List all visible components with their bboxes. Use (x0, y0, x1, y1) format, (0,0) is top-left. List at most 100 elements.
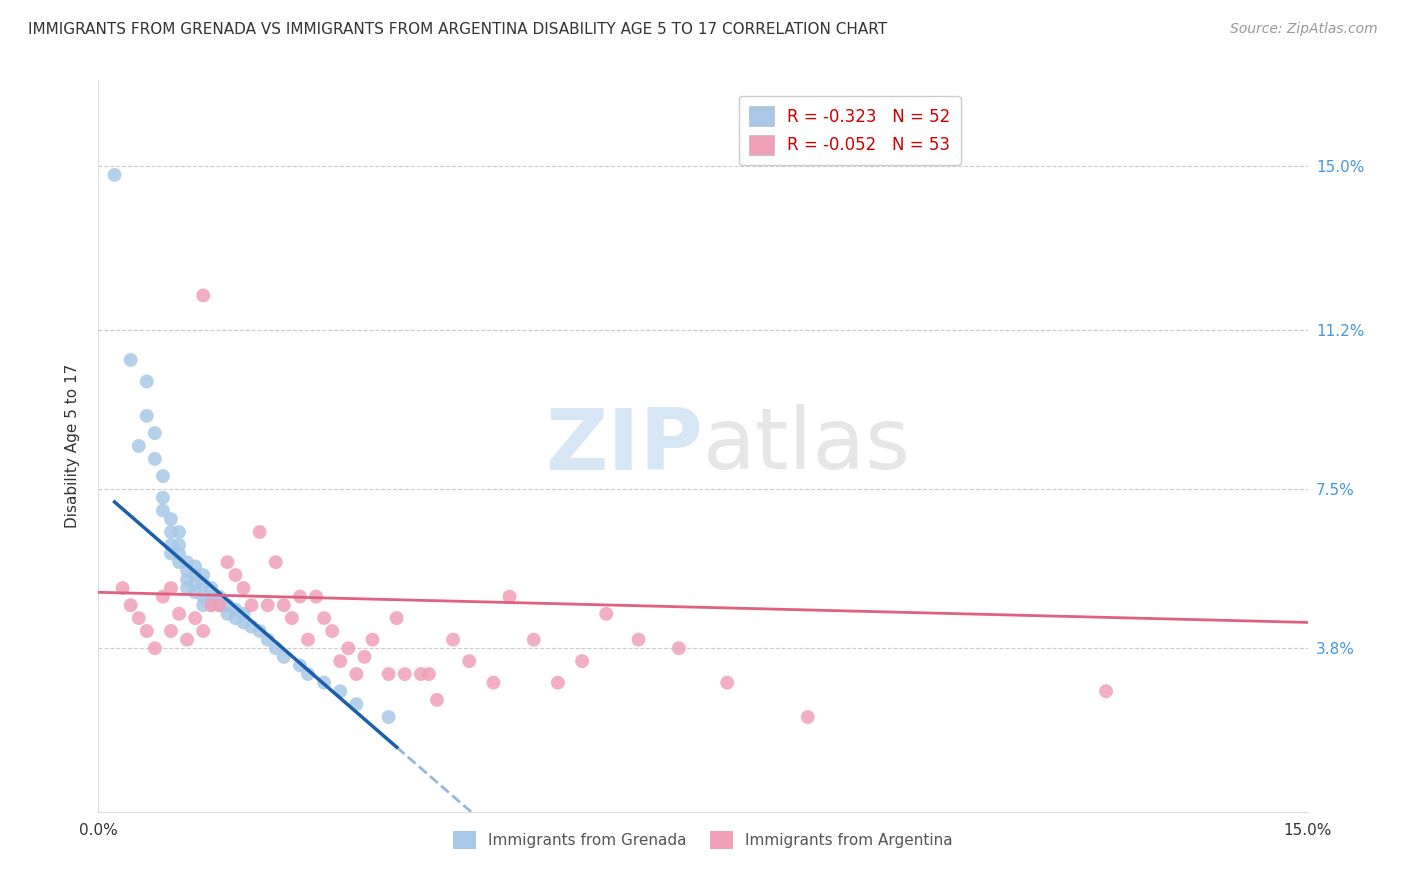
Point (160, 524, 183, 539)
Point (135, 375, 157, 389)
Point (217, 607, 239, 621)
Y-axis label: Disability Age 5 to 17: Disability Age 5 to 17 (65, 364, 80, 528)
Point (249, 524, 271, 539)
Point (498, 590, 520, 604)
Point (314, 675, 336, 690)
Point (193, 598, 215, 612)
Point (160, 581, 183, 595)
Point (797, 710, 820, 724)
Point (409, 667, 432, 681)
Point (256, 632, 278, 647)
Point (716, 675, 738, 690)
Point (329, 684, 352, 698)
Point (167, 538, 190, 552)
Point (595, 607, 617, 621)
Point (273, 649, 295, 664)
Point (160, 512, 183, 526)
Point (167, 555, 190, 569)
Point (152, 590, 174, 604)
Point (288, 590, 311, 604)
Point (200, 598, 222, 612)
Point (193, 624, 215, 638)
Point (523, 632, 546, 647)
Point (184, 559, 207, 574)
Text: Source: ZipAtlas.com: Source: ZipAtlas.com (1230, 22, 1378, 37)
Point (193, 568, 215, 582)
Point (167, 524, 190, 539)
Point (217, 598, 239, 612)
Point (193, 590, 215, 604)
Point (256, 598, 278, 612)
Point (200, 590, 222, 604)
Point (297, 632, 319, 647)
Point (176, 564, 198, 578)
Point (200, 581, 222, 595)
Point (668, 641, 690, 656)
Point (329, 654, 352, 668)
Point (176, 581, 198, 595)
Point (321, 624, 343, 638)
Point (264, 555, 287, 569)
Point (120, 598, 142, 612)
Point (426, 693, 449, 707)
Point (458, 654, 481, 668)
Point (232, 615, 254, 630)
Point (240, 620, 263, 634)
Point (240, 598, 263, 612)
Point (128, 439, 150, 453)
Point (111, 581, 134, 595)
Point (160, 624, 183, 638)
Point (361, 632, 384, 647)
Text: atlas: atlas (703, 404, 911, 488)
Point (152, 469, 174, 483)
Point (135, 624, 157, 638)
Point (184, 611, 207, 625)
Point (160, 547, 183, 561)
Point (167, 547, 190, 561)
Point (120, 353, 142, 368)
Point (224, 602, 246, 616)
Point (627, 632, 650, 647)
Point (103, 168, 125, 182)
Point (353, 649, 375, 664)
Point (217, 555, 239, 569)
Point (143, 641, 166, 656)
Text: IMMIGRANTS FROM GRENADA VS IMMIGRANTS FROM ARGENTINA DISABILITY AGE 5 TO 17 CORR: IMMIGRANTS FROM GRENADA VS IMMIGRANTS FR… (28, 22, 887, 37)
Point (143, 426, 166, 441)
Point (482, 675, 505, 690)
Point (385, 611, 408, 625)
Point (571, 654, 593, 668)
Point (377, 710, 399, 724)
Point (297, 667, 319, 681)
Point (167, 607, 190, 621)
Point (1095, 684, 1118, 698)
Point (337, 641, 360, 656)
Point (193, 288, 215, 302)
Point (344, 697, 367, 711)
Point (394, 667, 416, 681)
Point (184, 576, 207, 591)
Point (143, 451, 166, 466)
Point (208, 590, 231, 604)
Point (281, 611, 304, 625)
Point (160, 538, 183, 552)
Point (288, 658, 311, 673)
Point (152, 503, 174, 517)
Point (200, 598, 222, 612)
Point (547, 675, 569, 690)
Point (314, 611, 336, 625)
Point (176, 573, 198, 587)
Point (377, 667, 399, 681)
Point (273, 598, 295, 612)
Point (418, 667, 440, 681)
Point (224, 568, 246, 582)
Text: ZIP: ZIP (546, 404, 703, 488)
Point (176, 555, 198, 569)
Point (249, 624, 271, 638)
Legend: Immigrants from Grenada, Immigrants from Argentina: Immigrants from Grenada, Immigrants from… (447, 824, 959, 855)
Point (441, 632, 464, 647)
Point (184, 568, 207, 582)
Point (193, 576, 215, 591)
Point (135, 409, 157, 423)
Point (208, 598, 231, 612)
